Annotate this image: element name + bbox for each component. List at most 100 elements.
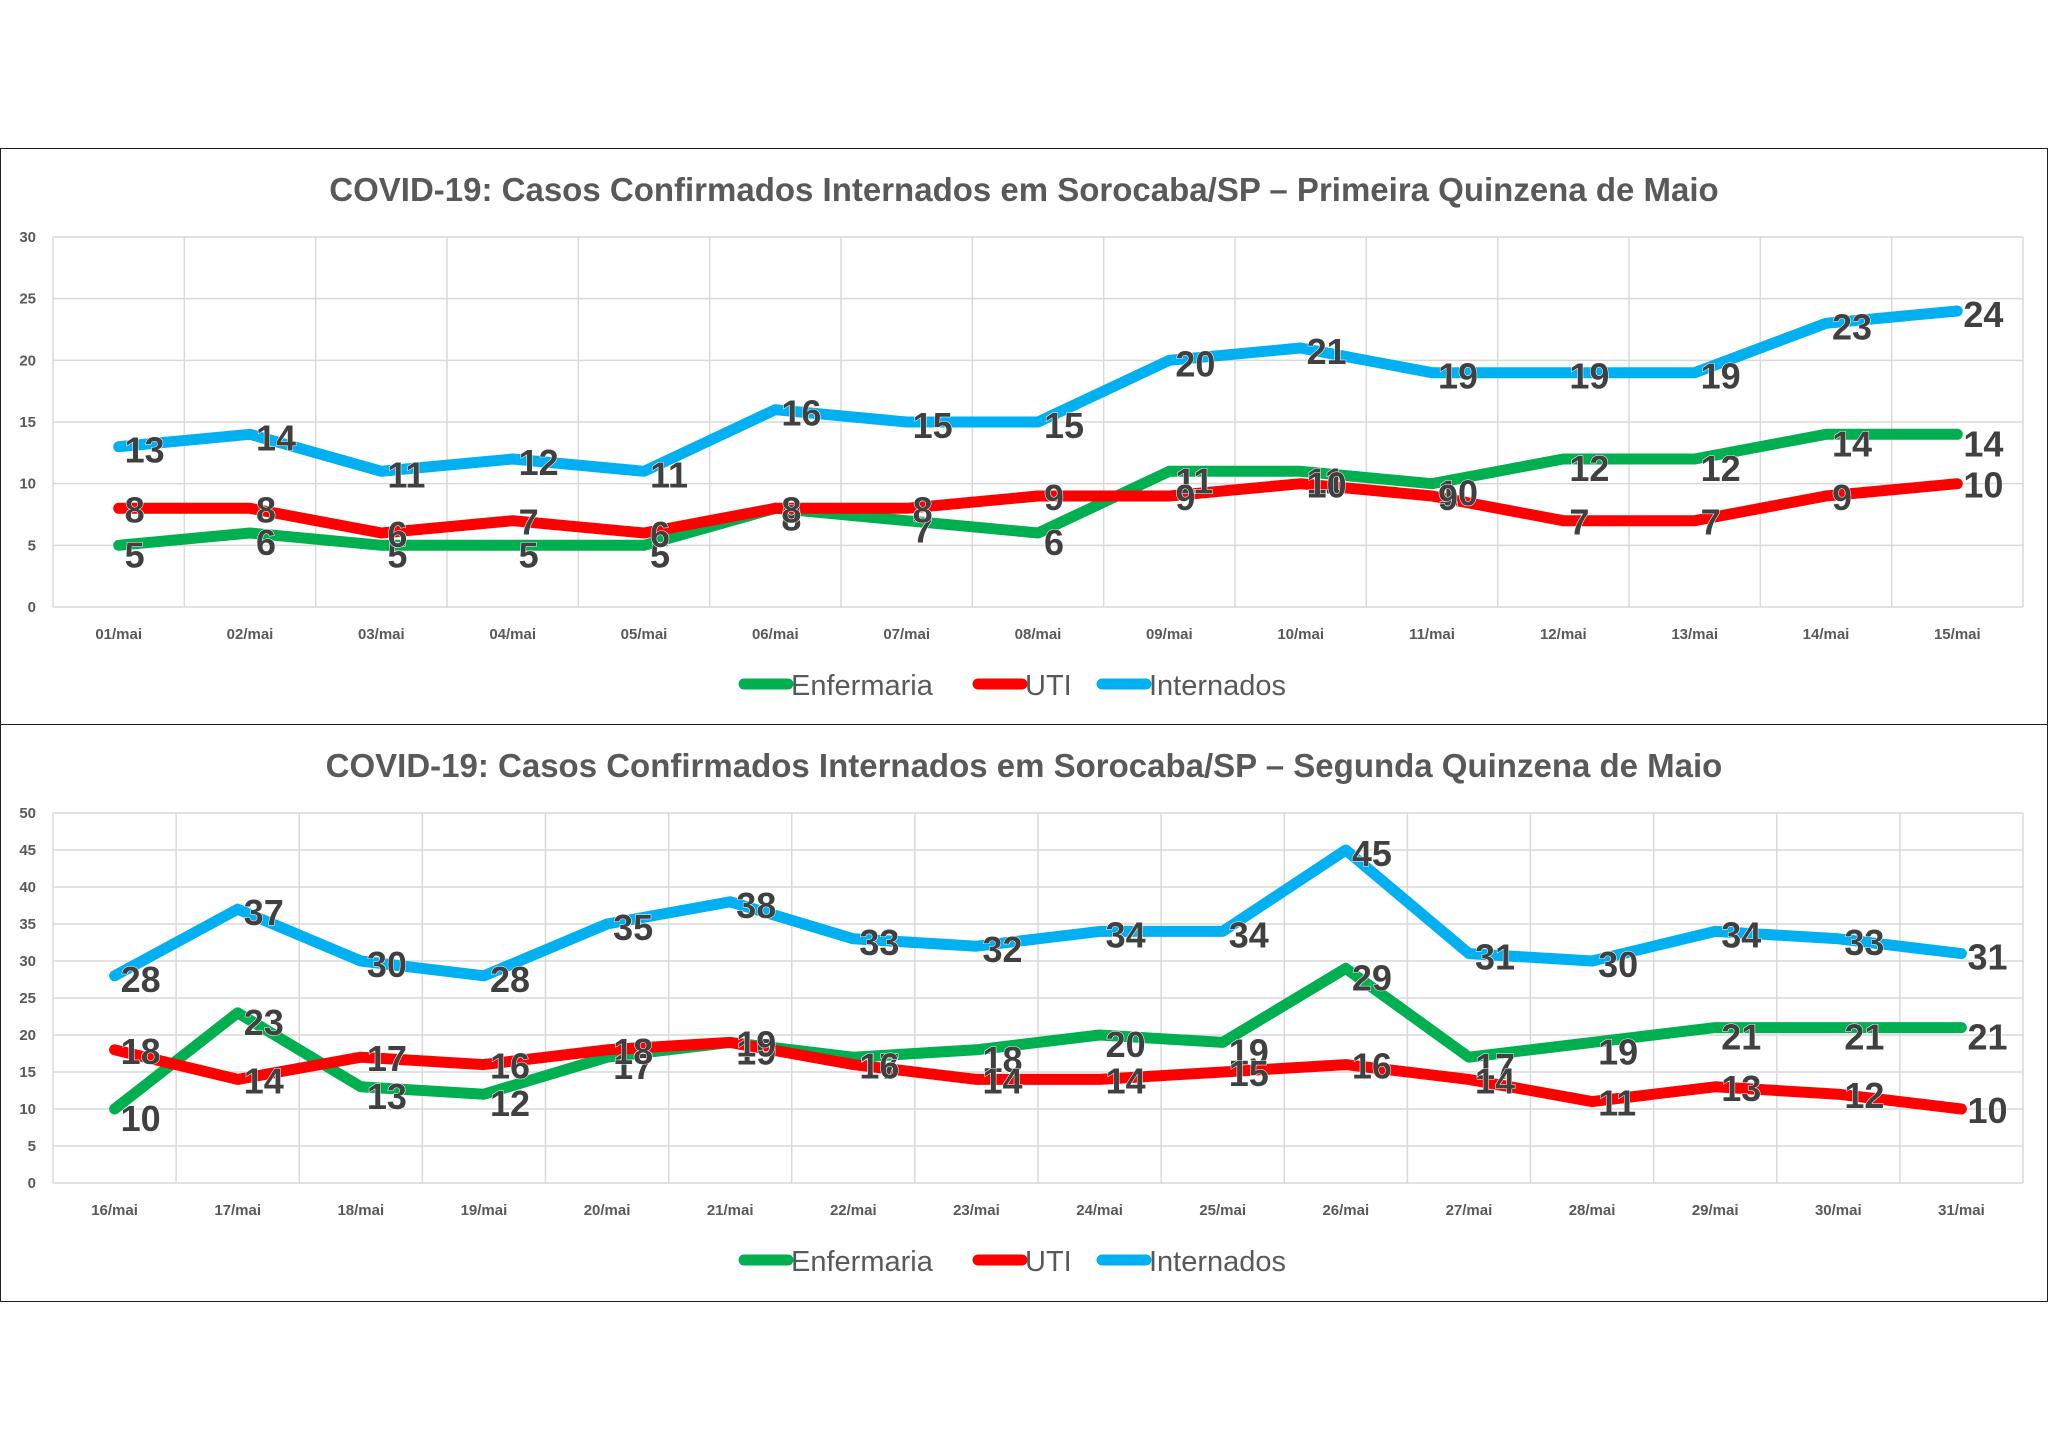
- series-line-internados: [113, 305, 1963, 477]
- y-tick-label: 10: [19, 1101, 36, 1118]
- data-label-internados: 28: [490, 959, 530, 1000]
- x-tick-label: 15/mai: [1934, 626, 1981, 643]
- x-tick-label: 31/mai: [1938, 1202, 1985, 1219]
- data-label-internados: 33: [1844, 922, 1884, 963]
- data-label-enfermaria: 18: [982, 1039, 1022, 1080]
- data-label-uti: 14: [244, 1060, 284, 1101]
- legend-label-internados: Internados: [1149, 670, 1286, 702]
- x-tick-label: 12/mai: [1540, 626, 1587, 643]
- data-label-uti: 6: [650, 514, 670, 555]
- y-tick-label: 30: [19, 229, 36, 246]
- data-label-uti: 16: [490, 1046, 530, 1087]
- data-label-enfermaria: 29: [1352, 957, 1392, 998]
- data-label-uti: 16: [1352, 1046, 1392, 1087]
- series-line-internados: [109, 844, 1967, 982]
- data-label-internados: 30: [367, 944, 407, 985]
- data-label-enfermaria: 19: [1229, 1031, 1269, 1072]
- chart-panel-first-half: COVID-19: Casos Confirmados Internados e…: [0, 148, 2048, 726]
- x-tick-label: 19/mai: [461, 1202, 508, 1219]
- data-label-internados: 11: [387, 454, 425, 495]
- data-label-internados: 37: [244, 892, 284, 933]
- chart-title: COVID-19: Casos Confirmados Internados e…: [326, 747, 1723, 784]
- data-label-enfermaria: 6: [1044, 522, 1064, 563]
- data-label-uti: 14: [1106, 1060, 1146, 1101]
- y-tick-label: 5: [28, 1138, 36, 1155]
- data-label-uti: 9: [1832, 477, 1852, 518]
- data-label-uti: 11: [1598, 1083, 1636, 1124]
- y-tick-label: 0: [28, 1175, 36, 1192]
- data-label-uti: 8: [256, 489, 276, 530]
- data-label-enfermaria: 19: [736, 1031, 776, 1072]
- data-label-uti: 18: [613, 1031, 653, 1072]
- x-tick-label: 18/mai: [337, 1202, 384, 1219]
- data-label-uti: 10: [1307, 465, 1347, 506]
- data-label-uti: 6: [387, 514, 407, 555]
- legend-label-internados: Internados: [1149, 1246, 1286, 1278]
- data-label-enfermaria: 10: [1438, 473, 1478, 514]
- data-label-enfermaria: 11: [1175, 460, 1213, 501]
- x-tick-label: 21/mai: [707, 1202, 754, 1219]
- data-label-enfermaria: 12: [1569, 448, 1609, 489]
- x-tick-label: 10/mai: [1277, 626, 1324, 643]
- y-tick-label: 25: [19, 291, 36, 308]
- data-label-internados: 30: [1598, 944, 1638, 985]
- data-label-internados: 15: [1044, 405, 1084, 446]
- chart-second-half: COVID-19: Casos Confirmados Internados e…: [19, 747, 2024, 1278]
- data-label-enfermaria: 10: [121, 1098, 161, 1139]
- x-tick-label: 29/mai: [1692, 1202, 1739, 1219]
- y-tick-label: 15: [19, 414, 36, 431]
- x-tick-label: 24/mai: [1076, 1202, 1123, 1219]
- legend-label-enfermaria: Enfermaria: [791, 1246, 934, 1278]
- x-tick-label: 17/mai: [214, 1202, 261, 1219]
- x-tick-label: 27/mai: [1446, 1202, 1493, 1219]
- data-label-enfermaria: 14: [1832, 423, 1872, 464]
- data-label-enfermaria: 12: [490, 1083, 530, 1124]
- data-label-internados: 35: [613, 907, 653, 948]
- data-label-uti: 7: [1569, 502, 1589, 543]
- data-label-internados: 31: [1967, 937, 2007, 978]
- y-tick-label: 20: [19, 352, 36, 369]
- data-label-internados: 12: [519, 442, 559, 483]
- data-label-uti: 7: [1701, 502, 1721, 543]
- data-label-enfermaria: 5: [650, 534, 670, 575]
- data-label-internados: 32: [982, 929, 1022, 970]
- data-label-internados: 14: [256, 417, 296, 458]
- data-label-enfermaria: 19: [1598, 1031, 1638, 1072]
- data-label-uti: 14: [982, 1060, 1022, 1101]
- data-label-uti: 12: [1844, 1075, 1884, 1116]
- data-label-internados: 34: [1721, 914, 1761, 955]
- data-label-enfermaria: 23: [244, 1002, 284, 1043]
- data-label-internados: 38: [736, 885, 776, 926]
- data-label-internados: 16: [781, 393, 821, 434]
- legend-label-enfermaria: Enfermaria: [791, 670, 934, 702]
- data-label-enfermaria: 5: [125, 534, 145, 575]
- data-label-enfermaria: 17: [613, 1046, 653, 1087]
- chart-title: COVID-19: Casos Confirmados Internados e…: [329, 171, 1718, 208]
- x-tick-label: 11/mai: [1409, 626, 1455, 643]
- x-tick-label: 26/mai: [1322, 1202, 1369, 1219]
- data-label-internados: 23: [1832, 306, 1872, 347]
- x-tick-label: 04/mai: [489, 626, 536, 643]
- x-tick-label: 06/mai: [752, 626, 799, 643]
- data-label-internados: 11: [650, 454, 688, 495]
- y-tick-label: 0: [28, 599, 36, 616]
- x-tick-label: 23/mai: [953, 1202, 1000, 1219]
- data-label-uti: 13: [1721, 1068, 1761, 1109]
- y-tick-label: 35: [19, 916, 36, 933]
- series-line-uti: [113, 478, 1963, 539]
- x-tick-label: 16/mai: [91, 1202, 138, 1219]
- data-label-uti: 8: [125, 489, 145, 530]
- data-label-enfermaria: 20: [1106, 1024, 1146, 1065]
- x-tick-label: 05/mai: [621, 626, 668, 643]
- x-tick-label: 02/mai: [227, 626, 274, 643]
- data-label-internados: 34: [1229, 914, 1269, 955]
- data-label-internados: 28: [121, 959, 161, 1000]
- data-label-internados: 34: [1106, 914, 1146, 955]
- y-tick-label: 15: [19, 1064, 36, 1081]
- data-label-enfermaria: 5: [387, 534, 407, 575]
- data-label-internados: 20: [1175, 343, 1215, 384]
- data-label-enfermaria: 17: [1475, 1046, 1515, 1087]
- x-tick-label: 25/mai: [1199, 1202, 1246, 1219]
- data-label-internados: 19: [1438, 356, 1478, 397]
- y-tick-label: 50: [19, 805, 36, 822]
